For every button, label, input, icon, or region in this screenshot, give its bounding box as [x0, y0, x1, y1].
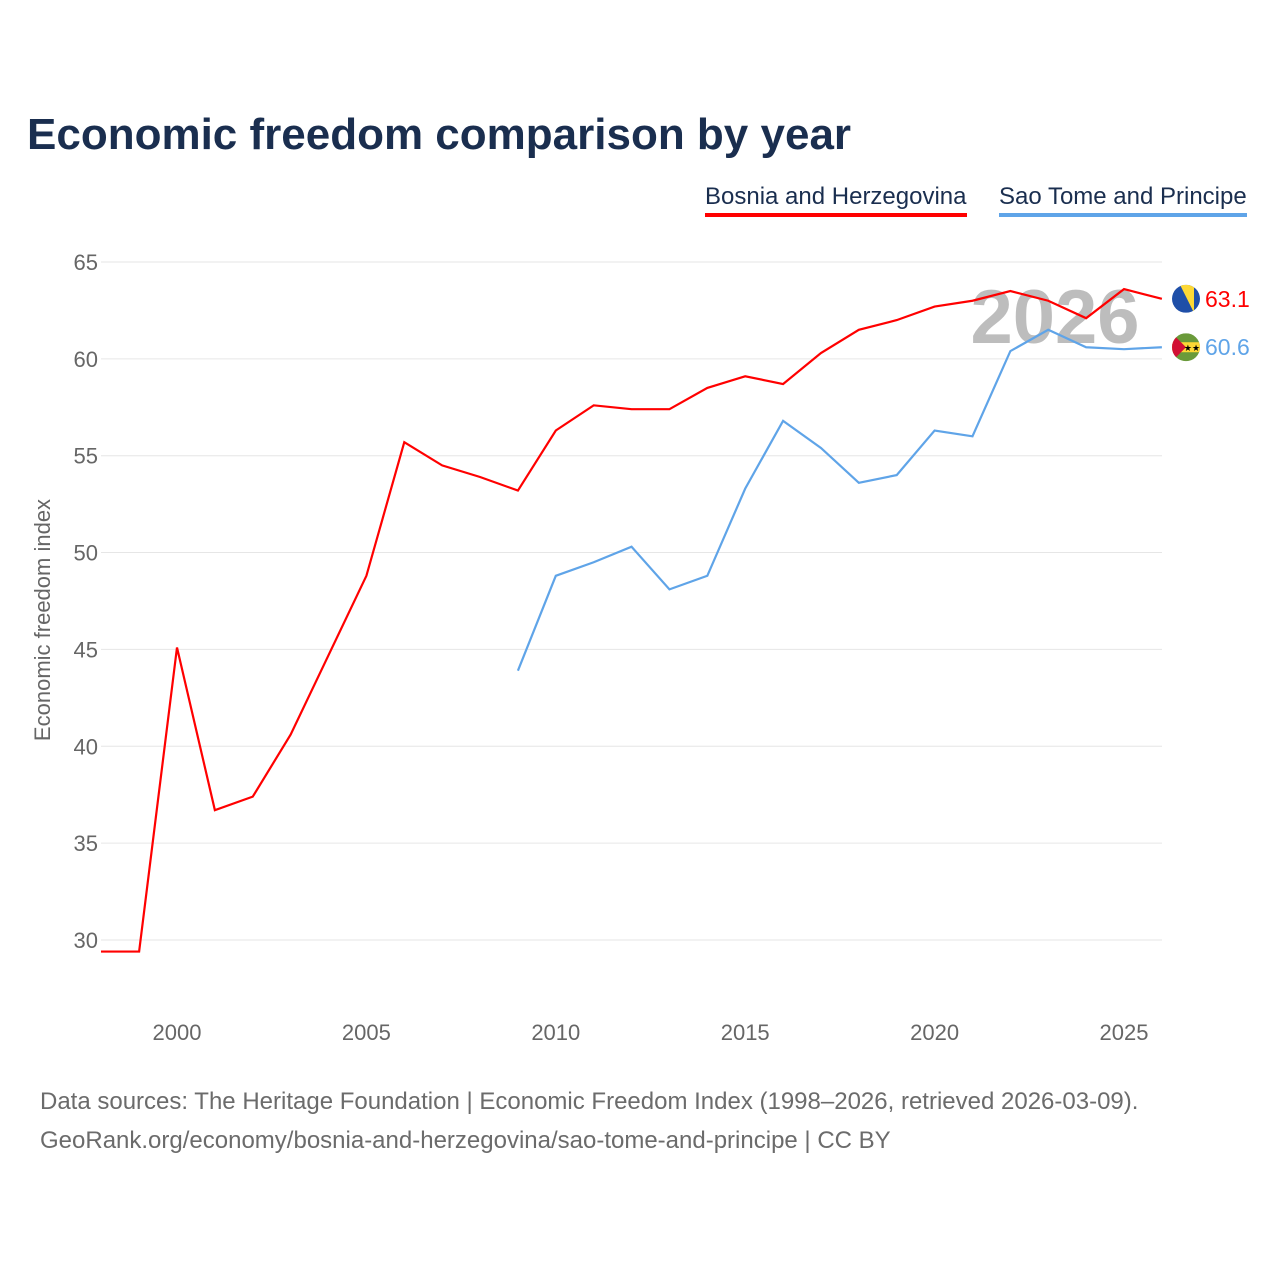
svg-text:★★: ★★	[1184, 343, 1200, 353]
sao-tome-flag-icon: ★★	[1172, 333, 1200, 362]
x-tick-label: 2005	[342, 1020, 391, 1045]
y-tick-label: 50	[74, 541, 98, 566]
y-axis-label: Economic freedom index	[30, 499, 55, 741]
x-tick-label: 2020	[910, 1020, 959, 1045]
y-tick-label: 45	[74, 637, 98, 662]
x-tick-label: 2000	[153, 1020, 202, 1045]
y-tick-label: 40	[74, 734, 98, 759]
end-value-label: 60.6	[1205, 334, 1250, 360]
legend-sao-tome[interactable]: Sao Tome and Principe	[999, 183, 1247, 217]
x-tick-label: 2010	[531, 1020, 580, 1045]
bosnia-flag-icon	[1172, 284, 1200, 313]
legend-bosnia[interactable]: Bosnia and Herzegovina	[705, 183, 967, 217]
series-line-sao-tome	[516, 328, 1162, 672]
y-tick-label: 35	[74, 831, 98, 856]
source-line-2: GeoRank.org/economy/bosnia-and-herzegovi…	[40, 1127, 891, 1154]
y-tick-label: 55	[74, 444, 98, 469]
x-tick-label: 2015	[721, 1020, 770, 1045]
y-tick-label: 65	[74, 250, 98, 275]
chart-title: Economic freedom comparison by year	[27, 110, 852, 159]
year-watermark: 2026	[970, 275, 1139, 360]
end-value-label: 63.1	[1205, 286, 1250, 312]
y-tick-label: 30	[74, 928, 98, 953]
y-tick-label: 60	[74, 347, 98, 372]
x-tick-label: 2025	[1100, 1020, 1149, 1045]
source-line-1: Data sources: The Heritage Foundation | …	[40, 1088, 1139, 1115]
series-line-bosnia	[101, 287, 1163, 953]
